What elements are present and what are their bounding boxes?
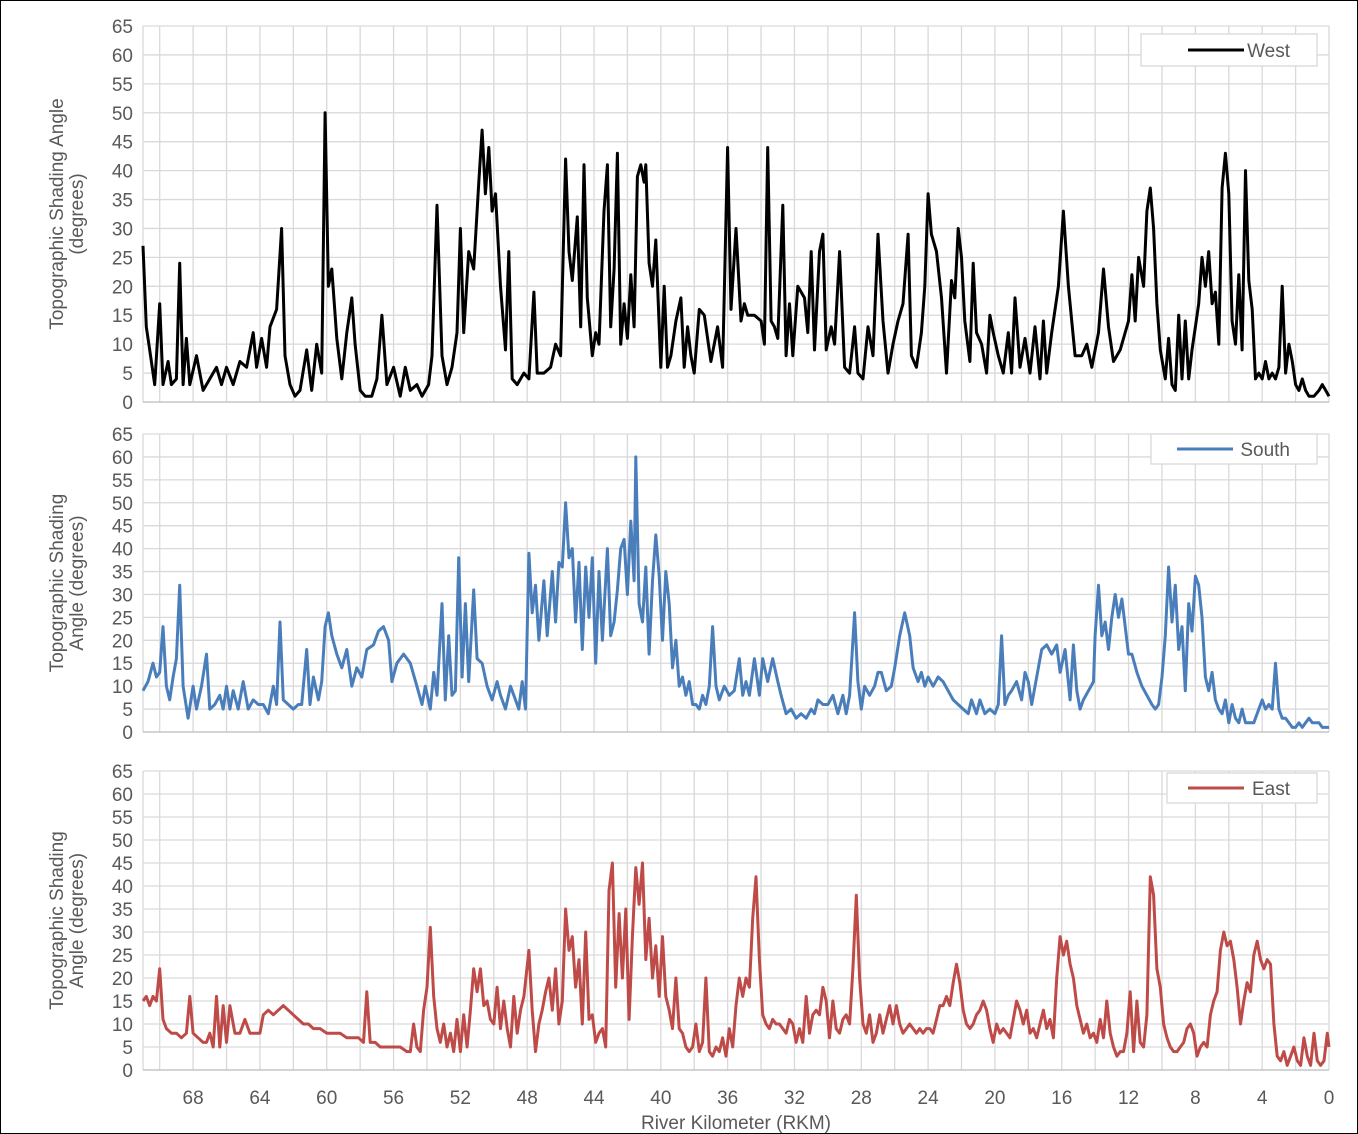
y-tick-label: 60 [112, 448, 133, 469]
x-axis: 68 64 60 56 52 48 44 40 36 32 28 24 20 16 12 8 4 0 [183, 1088, 1335, 1109]
y-tick-label: 25 [112, 946, 133, 967]
y-tick-label: 30 [112, 923, 133, 944]
y-tick-label: 10 [112, 335, 133, 356]
x-tick-label: 20 [984, 1088, 1005, 1109]
y-tick-label: 5 [122, 364, 133, 385]
y-tick-label: 15 [112, 992, 133, 1013]
y-tick-label: 45 [112, 517, 133, 538]
y-tick-label: 50 [112, 831, 133, 852]
x-tick-label: 24 [918, 1088, 940, 1109]
x-tick-label: 4 [1257, 1088, 1268, 1109]
y-axis-title: Angle (degrees) [67, 853, 88, 988]
x-tick-label: 8 [1190, 1088, 1201, 1109]
y-tick-label: 0 [122, 393, 133, 414]
x-axis-title: River Kilometer (RKM) [641, 1113, 831, 1133]
legend: East [1166, 772, 1318, 804]
x-tick-label: 0 [1324, 1088, 1335, 1109]
y-tick-label: 60 [112, 46, 133, 67]
y-tick-label: 10 [112, 677, 133, 698]
y-tick-label: 55 [112, 808, 133, 829]
x-tick-label: 16 [1051, 1088, 1072, 1109]
y-tick-label: 0 [122, 1061, 133, 1082]
y-tick-label: 25 [112, 248, 133, 269]
panel-west: 0 5 10 15 20 25 30 35 40 45 50 55 60 65 Topographic Sh… [47, 17, 1331, 414]
y-axis-title: Angle (degrees) [67, 515, 88, 650]
y-tick-label: 40 [112, 540, 133, 561]
y-tick-label: 40 [112, 162, 133, 183]
x-tick-label: 36 [717, 1088, 738, 1109]
y-tick-label: 35 [112, 191, 133, 212]
y-tick-label: 55 [112, 471, 133, 492]
y-axis-title: Topographic Shading Angle [47, 98, 68, 329]
y-tick-label: 20 [112, 631, 133, 652]
x-tick-label: 12 [1118, 1088, 1139, 1109]
series-line-west [141, 111, 1331, 398]
y-tick-label: 15 [112, 654, 133, 675]
y-tick-label: 50 [112, 104, 133, 125]
y-axis-title: Topographic Shading [47, 494, 68, 673]
legend: West [1140, 33, 1318, 67]
x-tick-label: 28 [851, 1088, 872, 1109]
legend: South [1150, 433, 1318, 465]
series-line-south [141, 455, 1329, 729]
legend-label: South [1240, 440, 1290, 461]
y-tick-label: 5 [122, 1038, 133, 1059]
x-tick-label: 44 [583, 1088, 605, 1109]
x-tick-label: 68 [183, 1088, 204, 1109]
y-tick-label: 40 [112, 877, 133, 898]
x-tick-label: 60 [316, 1088, 337, 1109]
y-tick-label: 25 [112, 608, 133, 629]
x-tick-label: 52 [450, 1088, 471, 1109]
y-tick-label: 20 [112, 277, 133, 298]
y-tick-label: 60 [112, 785, 133, 806]
y-tick-label: 35 [112, 900, 133, 921]
y-tick-label: 45 [112, 854, 133, 875]
y-tick-label: 30 [112, 219, 133, 240]
y-tick-label: 50 [112, 494, 133, 515]
y-tick-label: 10 [112, 1015, 133, 1036]
y-tick-label: 30 [112, 585, 133, 606]
x-tick-label: 64 [249, 1088, 271, 1109]
x-tick-label: 32 [784, 1088, 805, 1109]
y-tick-label: 0 [122, 723, 133, 744]
y-axis-title: (degrees) [67, 173, 88, 254]
series-line-east [141, 861, 1331, 1067]
legend-box [1150, 433, 1318, 465]
y-tick-label: 5 [122, 700, 133, 721]
legend-label: West [1247, 41, 1291, 62]
x-tick-label: 48 [517, 1088, 538, 1109]
x-tick-label: 56 [383, 1088, 404, 1109]
y-tick-label: 45 [112, 133, 133, 154]
y-tick-label: 65 [112, 17, 133, 38]
y-tick-label: 65 [112, 425, 133, 446]
y-tick-label: 15 [112, 306, 133, 327]
legend-label: East [1252, 779, 1291, 800]
y-axis-title: Topographic Shading [47, 831, 68, 1010]
y-tick-label: 55 [112, 75, 133, 96]
y-tick-label: 65 [112, 762, 133, 783]
y-tick-label: 35 [112, 563, 133, 584]
x-tick-label: 40 [650, 1088, 671, 1109]
y-tick-label: 20 [112, 969, 133, 990]
